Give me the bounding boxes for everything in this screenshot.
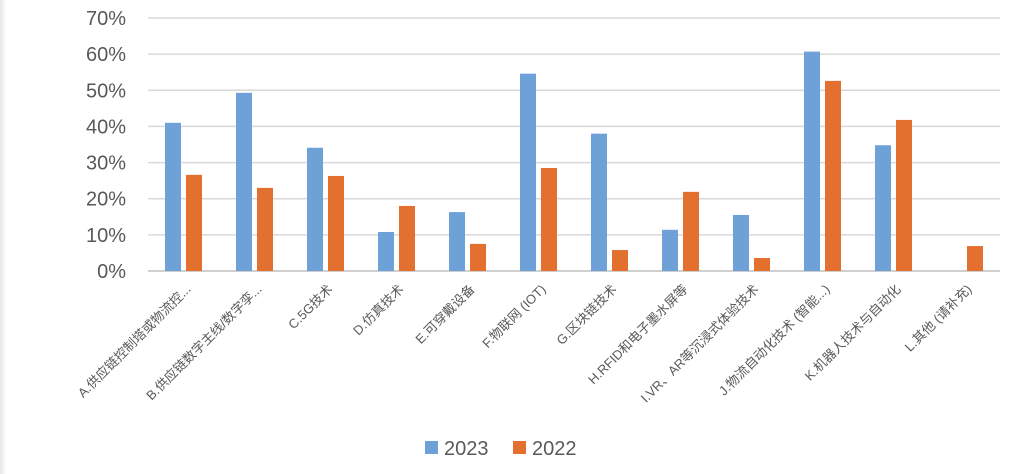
x-tick-label: G.区块链技术 xyxy=(553,282,619,348)
y-tick-label: 0% xyxy=(97,261,126,283)
y-tick-label: 20% xyxy=(86,189,126,211)
bar-2023-4 xyxy=(449,212,465,271)
bar-2022-5 xyxy=(541,167,557,271)
x-tick-label: E.可穿戴设备 xyxy=(412,282,477,347)
legend-label: 2023 xyxy=(444,438,489,460)
bar-2023-2 xyxy=(307,147,323,271)
bar-2022-4 xyxy=(470,243,486,271)
bar-2023-5 xyxy=(520,73,536,271)
x-tick-label: I.VR、AR等沉浸式体验技术 xyxy=(638,282,762,406)
y-tick-label: 30% xyxy=(86,153,126,175)
bar-2023-6 xyxy=(591,133,607,271)
legend-swatch-2023 xyxy=(425,441,438,454)
x-tick-label: D.仿真技术 xyxy=(350,282,407,339)
x-tick-label: C.5G技术 xyxy=(285,282,335,332)
bar-2022-3 xyxy=(399,205,415,271)
y-tick-label: 40% xyxy=(86,116,126,138)
x-tick-label: A.供应链控制塔或物流控... xyxy=(75,282,194,401)
y-tick-label: 70% xyxy=(86,8,126,30)
bar-2022-9 xyxy=(825,80,841,271)
x-tick-label: F.物联网 (IOT) xyxy=(479,282,548,351)
bar-2023-3 xyxy=(378,231,394,271)
bar-2023-1 xyxy=(236,92,252,272)
bar-2022-7 xyxy=(683,191,699,271)
window-edge xyxy=(0,0,6,474)
x-tick-label: B.供应链数字主线/数字孪... xyxy=(143,282,264,403)
bar-2022-0 xyxy=(186,174,202,271)
bar-2022-1 xyxy=(257,187,273,271)
bar-2022-11 xyxy=(967,246,983,271)
bar-2022-2 xyxy=(328,175,344,271)
bar-2023-8 xyxy=(733,214,749,271)
y-tick-label: 50% xyxy=(86,80,126,102)
y-tick-label: 60% xyxy=(86,44,126,66)
bar-2022-10 xyxy=(896,119,912,272)
y-tick-label: 10% xyxy=(86,225,126,247)
legend-swatch-2022 xyxy=(513,441,526,454)
legend-label: 2022 xyxy=(532,438,577,460)
bar-2022-8 xyxy=(754,257,770,271)
bar-2023-9 xyxy=(804,51,820,272)
bar-2023-10 xyxy=(875,145,891,271)
bar-2023-7 xyxy=(662,229,678,271)
bar-2022-6 xyxy=(612,250,628,271)
bar-2023-0 xyxy=(165,122,181,271)
x-tick-label: L.其他 (请补充) xyxy=(902,282,975,355)
